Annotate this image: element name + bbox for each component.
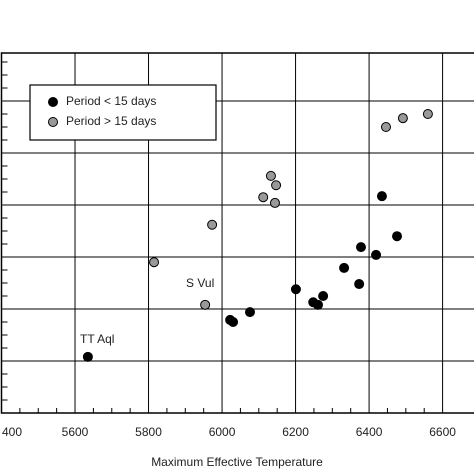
data-point (339, 262, 350, 273)
data-point (265, 170, 276, 181)
annotation: TT Aql (80, 332, 114, 346)
data-point (290, 284, 301, 295)
data-point (371, 249, 382, 260)
data-point (269, 197, 280, 208)
x-tick-label: 6600 (429, 425, 456, 439)
x-tick-label: 5800 (135, 425, 162, 439)
x-tick-label: 6000 (209, 425, 236, 439)
x-axis-label: Maximum Effective Temperature (151, 455, 323, 469)
data-point (82, 351, 93, 362)
x-tick-label: 6200 (282, 425, 309, 439)
legend-marker (48, 117, 58, 127)
data-point (244, 307, 255, 318)
annotation: S Vul (186, 276, 214, 290)
data-point (397, 113, 408, 124)
data-point (392, 231, 403, 242)
data-point (422, 109, 433, 119)
data-point (228, 317, 239, 327)
x-tick-label: 6400 (356, 425, 383, 439)
x-tick-label: 400 (2, 425, 22, 439)
legend-box (29, 84, 217, 141)
data-point (149, 257, 160, 268)
data-point (354, 279, 365, 290)
legend-label: Period < 15 days (66, 94, 156, 108)
data-point (312, 299, 323, 310)
data-point (258, 192, 269, 203)
data-point (380, 122, 391, 132)
data-point (318, 291, 329, 301)
data-point (207, 219, 218, 230)
legend-marker (48, 97, 58, 107)
data-point (200, 299, 211, 310)
data-point (376, 191, 387, 202)
data-point (355, 242, 366, 253)
x-tick-label: 5600 (62, 425, 89, 439)
data-point (271, 180, 282, 191)
legend-label: Period > 15 days (66, 114, 156, 128)
